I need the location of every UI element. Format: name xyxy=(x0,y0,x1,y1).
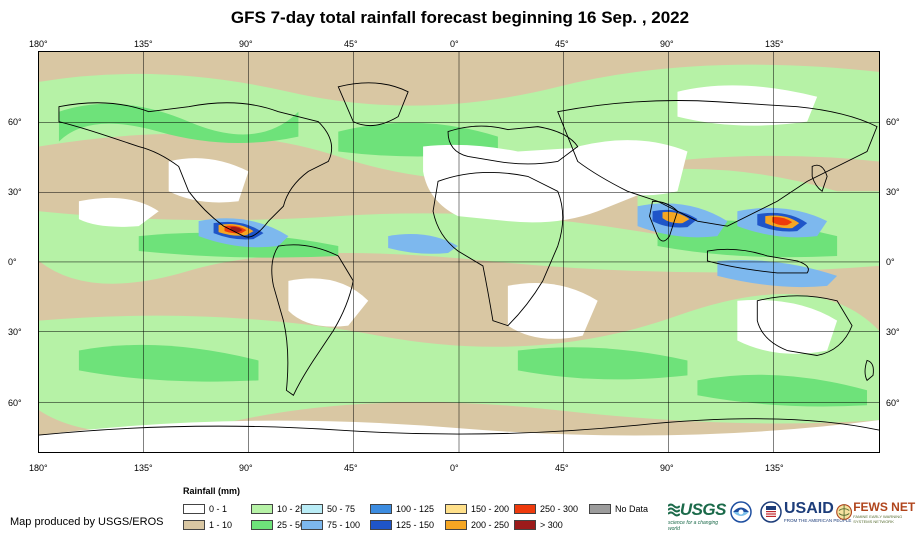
legend-item: 1 - 10 xyxy=(183,519,232,530)
legend-label: 0 - 1 xyxy=(209,503,228,514)
latitude-label-right: 0° xyxy=(886,257,895,267)
usaid-tagline: FROM THE AMERICAN PEOPLE xyxy=(784,518,852,523)
fews-net-wordmark: FEWS NET xyxy=(853,500,916,514)
longitude-label-bottom: 90° xyxy=(660,463,674,473)
legend-swatch xyxy=(370,519,392,530)
longitude-label-top: 0° xyxy=(450,39,459,49)
legend-label: 125 - 150 xyxy=(396,519,435,530)
latitude-label-right: 60° xyxy=(886,117,900,127)
legend-swatch xyxy=(183,519,205,530)
greenland-outline xyxy=(337,82,409,127)
north-america-outline xyxy=(58,102,333,238)
latitude-label-right: 30° xyxy=(886,327,900,337)
legend-swatch xyxy=(251,503,273,514)
longitude-label-bottom: 180° xyxy=(29,463,48,473)
legend-label: > 300 xyxy=(540,519,563,530)
longitude-label-top: 90° xyxy=(239,39,253,49)
legend-swatch xyxy=(514,519,536,530)
legend-item: No Data xyxy=(589,503,648,514)
usgs-logo: USGS science for a changing world xyxy=(668,500,727,532)
usgs-wave-icon xyxy=(668,503,680,517)
japan-outline xyxy=(811,164,828,193)
legend-swatch xyxy=(445,503,467,514)
new-zealand-outline xyxy=(864,359,874,382)
legend-label: 1 - 10 xyxy=(209,519,233,530)
legend-item: > 300 xyxy=(514,519,563,530)
longitude-label-bottom: 45° xyxy=(344,463,358,473)
longitude-label-top: 45° xyxy=(344,39,358,49)
legend-swatch xyxy=(589,503,611,514)
legend-swatch xyxy=(301,519,323,530)
latitude-label-right: 30° xyxy=(886,187,900,197)
legend-item: 150 - 200 xyxy=(445,503,509,514)
legend-swatch xyxy=(445,519,467,530)
legend-label: 75 - 100 xyxy=(327,519,361,530)
legend-item: 100 - 125 xyxy=(370,503,434,514)
longitude-label-top: 135° xyxy=(134,39,153,49)
longitude-label-bottom: 135° xyxy=(765,463,784,473)
map-title: GFS 7-day total rainfall forecast beginn… xyxy=(230,8,690,27)
longitude-label-bottom: 0° xyxy=(450,463,459,473)
legend-item: 0 - 1 xyxy=(183,503,227,514)
legend-item: 125 - 150 xyxy=(370,519,434,530)
legend-item: 50 - 75 xyxy=(301,503,355,514)
longitude-label-top: 90° xyxy=(660,39,674,49)
indonesia-outline xyxy=(706,248,809,274)
longitude-label-top: 45° xyxy=(555,39,569,49)
coastlines xyxy=(39,82,879,436)
legend-item: 200 - 250 xyxy=(445,519,509,530)
legend-label: 100 - 125 xyxy=(396,503,435,514)
longitude-label-top: 135° xyxy=(765,39,784,49)
fews-net-logo: FEWS NET FAMINE EARLY WARNING SYSTEMS NE… xyxy=(836,500,920,524)
rainfall-map xyxy=(38,51,880,453)
legend-swatch xyxy=(370,503,392,514)
legend-item: 250 - 300 xyxy=(514,503,578,514)
longitude-label-bottom: 45° xyxy=(555,463,569,473)
credit-text: Map produced by USGS/EROS xyxy=(10,516,164,528)
legend-label: 250 - 300 xyxy=(540,503,579,514)
latitude-label-left: 60° xyxy=(8,117,22,127)
europe-outline xyxy=(447,125,579,165)
rain-25-50-band xyxy=(58,103,868,407)
longitude-label-bottom: 90° xyxy=(239,463,253,473)
legend-label: 200 - 250 xyxy=(471,519,510,530)
longitude-label-bottom: 135° xyxy=(134,463,153,473)
australia-outline xyxy=(756,295,853,356)
legend-swatch xyxy=(251,519,273,530)
legend-item: 10 - 25 xyxy=(251,503,305,514)
usgs-wordmark: USGS xyxy=(679,500,727,519)
legend-swatch xyxy=(301,503,323,514)
legend-label: 25 - 50 xyxy=(277,519,306,530)
legend-title: Rainfall (mm) xyxy=(183,486,241,496)
graticule xyxy=(39,52,879,452)
fews-net-globe-icon xyxy=(836,504,853,520)
legend-item: 25 - 50 xyxy=(251,519,305,530)
south-america-outline xyxy=(271,244,354,396)
legend-label: 10 - 25 xyxy=(277,503,306,514)
antarctica-outline xyxy=(39,418,879,436)
india-outline xyxy=(649,200,678,242)
legend-swatch xyxy=(183,503,205,514)
africa-outline xyxy=(432,171,564,327)
legend-item: 75 - 100 xyxy=(301,519,360,530)
usgs-tagline: science for a changing world xyxy=(668,520,719,532)
latitude-label-left: 30° xyxy=(8,187,22,197)
latitude-label-right: 60° xyxy=(886,398,900,408)
legend-label: 50 - 75 xyxy=(327,503,356,514)
legend-swatch xyxy=(514,503,536,514)
noaa-seal-icon xyxy=(730,501,752,523)
usaid-logo: USAID FROM THE AMERICAN PEOPLE xyxy=(760,500,851,523)
usaid-seal-icon xyxy=(760,500,782,523)
longitude-label-top: 180° xyxy=(29,39,48,49)
latitude-label-left: 60° xyxy=(8,398,22,408)
latitude-label-left: 30° xyxy=(8,327,22,337)
usaid-wordmark: USAID xyxy=(784,500,834,517)
legend-label: 150 - 200 xyxy=(471,503,510,514)
fews-net-tagline: FAMINE EARLY WARNING SYSTEMS NETWORK xyxy=(853,514,903,524)
legend-label: No Data xyxy=(615,503,649,514)
latitude-label-left: 0° xyxy=(8,257,17,267)
